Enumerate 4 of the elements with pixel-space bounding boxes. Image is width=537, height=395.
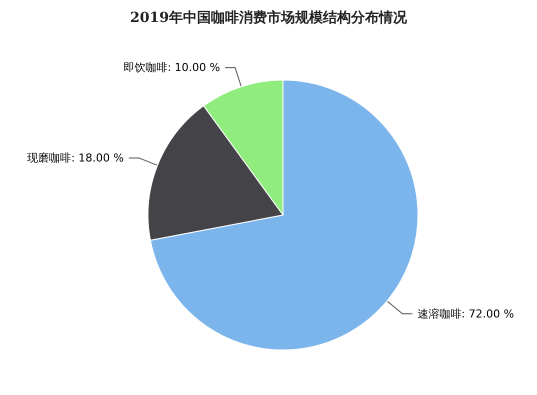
chart-title: 2019年中国咖啡消费市场规模结构分布情况 <box>130 9 408 26</box>
slice-label: 即饮咖啡: 10.00 % <box>123 61 220 74</box>
slice-label: 速溶咖啡: 72.00 % <box>417 307 514 320</box>
slice-label: 现磨咖啡: 18.00 % <box>27 151 124 164</box>
